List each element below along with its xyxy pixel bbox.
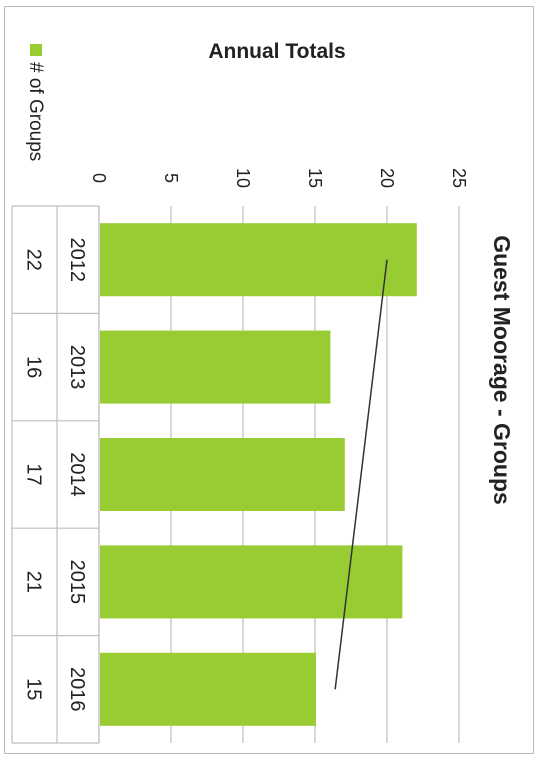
value-label: 17 [23, 463, 45, 485]
legend: # of Groups [25, 44, 46, 161]
value-axis-ticks: 0 5 10 15 20 25 [89, 168, 469, 188]
trendline-line [334, 259, 388, 690]
bar [100, 437, 345, 512]
trendline [334, 259, 388, 690]
bar [100, 223, 417, 297]
category-label: 2012 [66, 237, 88, 282]
value-tick-label: 20 [377, 168, 397, 188]
chart-subtitle: Annual Totals [208, 40, 345, 63]
value-tick-label: 10 [233, 168, 253, 188]
bar [100, 545, 403, 619]
category-label: 2015 [66, 560, 88, 605]
chart-title: Guest Moorage - Groups [489, 235, 515, 505]
bar [100, 330, 331, 404]
value-tick-label: 0 [89, 173, 109, 183]
value-label: 21 [23, 571, 45, 593]
category-label: 2016 [66, 667, 88, 712]
value-label: 15 [23, 678, 45, 700]
bar [100, 652, 316, 726]
value-tick-label: 15 [305, 168, 325, 188]
value-tick-label: 5 [161, 173, 181, 183]
value-label: 22 [23, 249, 45, 271]
legend-label: # of Groups [25, 62, 46, 161]
bars [100, 223, 417, 726]
value-tick-label: 25 [449, 168, 469, 188]
data-table: 2012 22 2013 16 2014 17 2015 21 2016 15 [11, 205, 100, 744]
category-label: 2013 [66, 345, 88, 390]
category-label: 2014 [66, 452, 88, 497]
legend-swatch [30, 44, 42, 56]
chart-frame [4, 6, 534, 754]
value-label: 16 [23, 356, 45, 378]
